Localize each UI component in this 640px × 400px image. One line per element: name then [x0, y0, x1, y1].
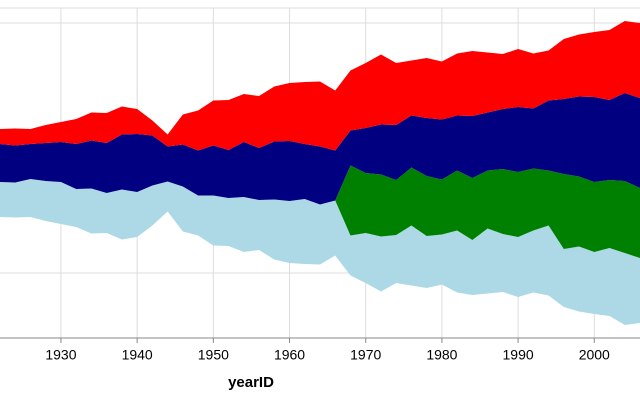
stream-area	[0, 165, 640, 258]
stream-area	[0, 21, 640, 151]
x-axis-label: yearID	[228, 374, 274, 391]
x-tick-label: 1950	[198, 347, 229, 363]
stream-area	[0, 93, 640, 205]
stream-area	[0, 179, 640, 325]
x-tick-label: 1940	[122, 347, 153, 363]
x-tick-label: 2000	[579, 347, 610, 363]
x-tick-label: 1920	[0, 347, 1, 363]
x-tick-label: 1980	[426, 347, 457, 363]
x-tick-label: 1990	[503, 347, 534, 363]
x-tick-label: 1970	[350, 347, 381, 363]
x-tick-label: 1930	[45, 347, 76, 363]
x-tick-label: 1960	[274, 347, 305, 363]
